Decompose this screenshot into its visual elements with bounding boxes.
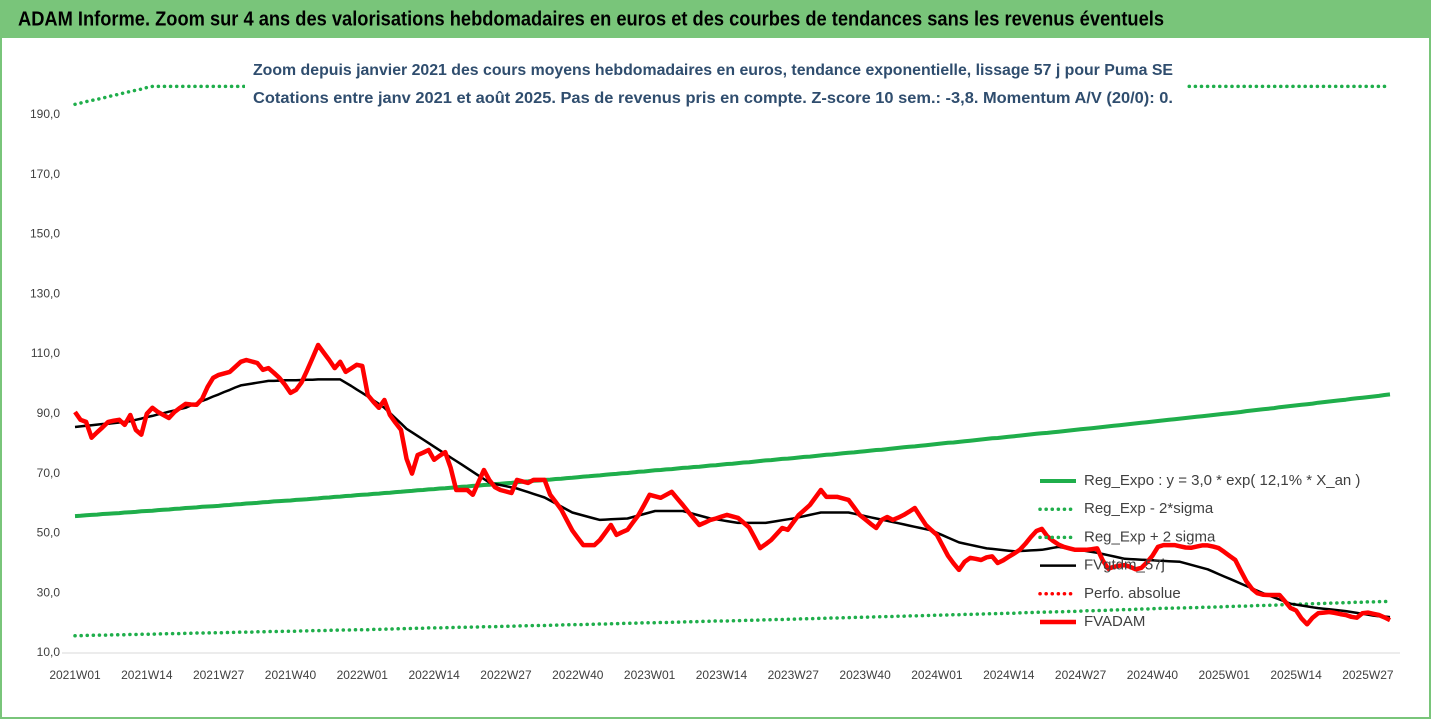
x-tick-label: 2025W01 [1199, 668, 1251, 682]
x-tick-label: 2024W14 [983, 668, 1035, 682]
x-tick-label: 2025W27 [1342, 668, 1394, 682]
series-line [74, 378, 1391, 619]
x-tick-label: 2022W14 [408, 668, 460, 682]
x-tick-label: 2021W14 [121, 668, 173, 682]
series-line [73, 599, 1392, 638]
x-tick-label: 2025W14 [1270, 668, 1322, 682]
x-tick-label: 2024W40 [1127, 668, 1179, 682]
legend-label: Perfo. absolue [1084, 585, 1181, 602]
x-tick-label: 2023W01 [624, 668, 676, 682]
legend-label: FVgtdm_57j [1084, 557, 1165, 574]
x-tick-label: 2022W40 [552, 668, 604, 682]
legend-label: FVADAM [1084, 613, 1145, 630]
y-tick-label: 50,0 [37, 526, 61, 540]
x-tick-label: 2023W14 [696, 668, 748, 682]
x-tick-label: 2024W01 [911, 668, 963, 682]
legend-label: Reg_Exp - 2*sigma [1084, 500, 1214, 517]
x-tick-label: 2023W27 [768, 668, 820, 682]
header [0, 0, 1431, 38]
legend-label: Reg_Expo : y = 3,0 * exp( 12,1% * X_an ) [1084, 472, 1360, 489]
x-tick-label: 2023W40 [839, 668, 891, 682]
y-tick-label: 10,0 [37, 645, 61, 659]
x-tick-label: 2024W27 [1055, 668, 1107, 682]
series-line [74, 392, 1391, 519]
legend: Reg_Expo : y = 3,0 * exp( 12,1% * X_an )… [1038, 472, 1360, 630]
legend-label: Reg_Exp + 2 sigma [1084, 528, 1216, 545]
series-line [73, 342, 1391, 627]
subtitle: Cotations entre janv 2021 et août 2025. … [253, 90, 1173, 107]
x-tick-label: 2021W40 [265, 668, 317, 682]
y-tick-label: 30,0 [37, 585, 61, 599]
y-tick-label: 70,0 [37, 466, 61, 480]
y-tick-label: 110,0 [31, 346, 60, 360]
y-tick-label: 130,0 [30, 286, 60, 300]
x-tick-label: 2022W27 [480, 668, 532, 682]
subtitle-background [245, 56, 1185, 108]
y-tick-label: 150,0 [30, 227, 60, 241]
y-tick-label: 90,0 [37, 406, 61, 420]
chart-title: ADAM Informe. Zoom sur 4 ans des valoris… [18, 8, 1164, 30]
x-tick-label: 2022W01 [337, 668, 389, 682]
y-tick-label: 170,0 [30, 167, 60, 181]
subtitle: Zoom depuis janvier 2021 des cours moyen… [253, 62, 1173, 79]
x-tick-label: 2021W01 [49, 668, 101, 682]
y-tick-label: 190,0 [30, 107, 60, 121]
x-tick-label: 2021W27 [193, 668, 245, 682]
